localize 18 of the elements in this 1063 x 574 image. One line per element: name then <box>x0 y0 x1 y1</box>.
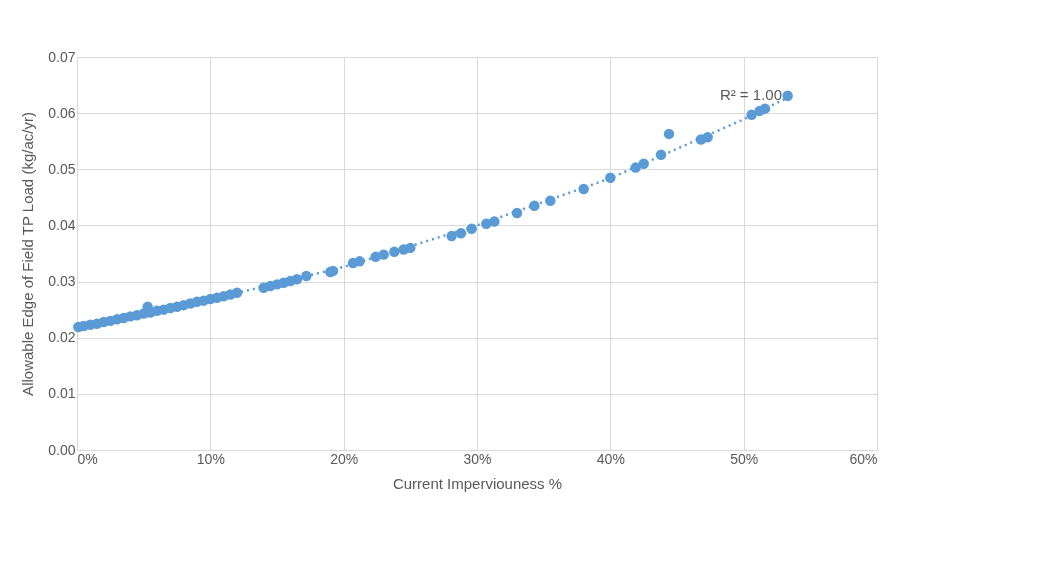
y-tick-label: 0.02 <box>48 329 76 346</box>
x-axis-title: Current Imperviouness % <box>392 474 563 492</box>
y-tick-label: 0.06 <box>48 104 76 121</box>
x-tick-label: 30% <box>463 450 492 467</box>
x-tick-label: 20% <box>330 450 359 467</box>
x-tick-label: 10% <box>196 450 225 467</box>
x-tick-label: 60% <box>849 450 878 467</box>
y-tick-label: 0.00 <box>48 441 76 458</box>
x-tick-label: 40% <box>596 450 625 467</box>
y-tick-label: 0.05 <box>48 160 76 177</box>
x-tick-label: 50% <box>730 450 759 467</box>
y-tick-label: 0.07 <box>48 48 76 65</box>
x-tick-label: 0% <box>77 450 98 467</box>
y-tick-label: 0.03 <box>48 273 76 290</box>
y-tick-label: 0.04 <box>48 216 76 233</box>
annotation: R² = 1.00 <box>719 86 782 103</box>
y-tick-label: 0.01 <box>48 385 76 402</box>
y-axis-title: Allowable Edge of Field TP Load (kg/ac/yr) <box>19 112 37 396</box>
